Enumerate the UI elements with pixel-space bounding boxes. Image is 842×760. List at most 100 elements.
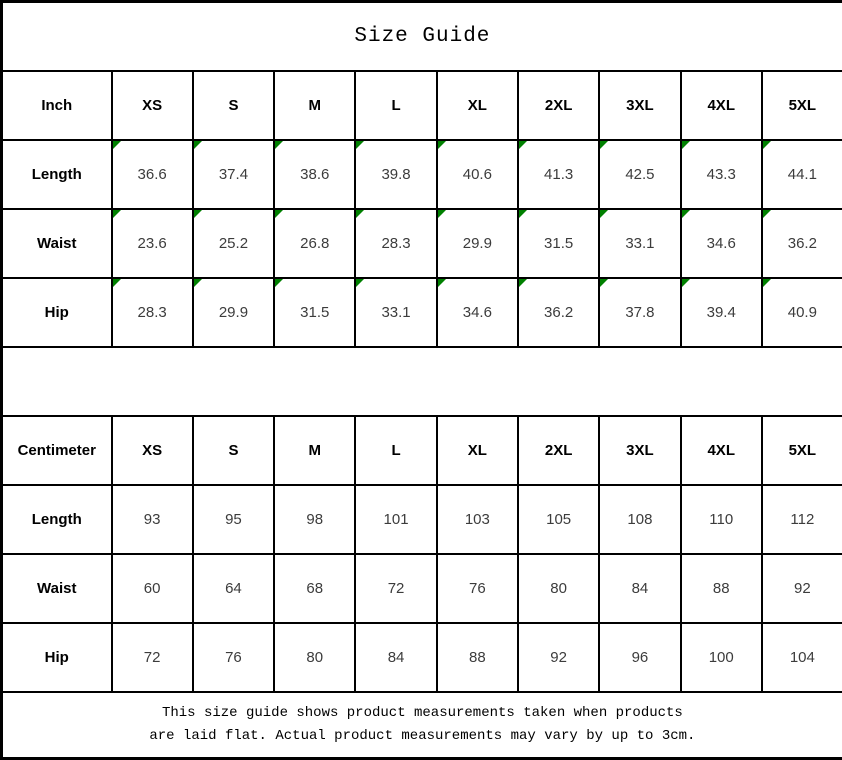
measurement-cell: 36.6 bbox=[110, 138, 194, 210]
table-row-inch-hip: Hip 28.3 29.9 31.5 33.1 34.6 36.2 37.8 3… bbox=[0, 276, 842, 348]
measurement-value: 40.6 bbox=[462, 165, 492, 183]
size-header-l: L bbox=[354, 69, 438, 141]
size-header-xl: XL bbox=[435, 69, 519, 141]
size-header-m: M bbox=[273, 414, 357, 486]
green-corner-flag-icon bbox=[113, 141, 121, 149]
green-corner-flag-icon bbox=[357, 141, 365, 149]
unit-header-inch: Inch bbox=[0, 69, 113, 141]
measurement-cell: 92 bbox=[516, 621, 601, 693]
measurement-cell: 95 bbox=[191, 483, 276, 555]
measurement-cell: 92 bbox=[760, 552, 842, 624]
spacer-cell bbox=[0, 345, 842, 417]
green-corner-flag-icon bbox=[682, 210, 690, 218]
measurement-cell: 72 bbox=[110, 621, 194, 693]
size-header-5xl: 5XL bbox=[760, 69, 842, 141]
green-corner-flag-icon bbox=[194, 210, 202, 218]
size-header-m: M bbox=[273, 69, 357, 141]
green-corner-flag-icon bbox=[276, 210, 284, 218]
measurement-cell: 42.5 bbox=[598, 138, 682, 210]
measurement-cell: 33.1 bbox=[354, 276, 438, 348]
measurement-value: 40.9 bbox=[787, 303, 817, 321]
measurement-cell: 110 bbox=[679, 483, 763, 555]
table-row-cm-length: Length 93 95 98 101 103 105 108 110 112 bbox=[0, 483, 842, 555]
green-corner-flag-icon bbox=[763, 210, 771, 218]
measurement-cell: 29.9 bbox=[191, 276, 276, 348]
green-corner-flag-icon bbox=[519, 210, 527, 218]
measurement-cell: 80 bbox=[516, 552, 601, 624]
inch-header-row: Inch XS S M L XL 2XL 3XL 4XL 5XL bbox=[0, 69, 842, 141]
measurement-value: 31.5 bbox=[300, 303, 330, 321]
size-header-3xl: 3XL bbox=[598, 414, 682, 486]
footer-note-line: This size guide shows product measuremen… bbox=[161, 704, 683, 721]
green-corner-flag-icon bbox=[194, 141, 202, 149]
measurement-cell: 25.2 bbox=[191, 207, 276, 279]
row-label: Length bbox=[0, 138, 113, 210]
row-label: Hip bbox=[0, 621, 113, 693]
measurement-value: 33.1 bbox=[381, 303, 411, 321]
measurement-cell: 39.8 bbox=[354, 138, 438, 210]
measurement-value: 26.8 bbox=[300, 234, 330, 252]
green-corner-flag-icon bbox=[276, 279, 284, 287]
size-header-xs: XS bbox=[110, 414, 194, 486]
measurement-value: 38.6 bbox=[300, 165, 330, 183]
measurement-value: 36.2 bbox=[544, 303, 574, 321]
size-header-5xl: 5XL bbox=[760, 414, 842, 486]
measurement-cell: 84 bbox=[354, 621, 438, 693]
measurement-cell: 43.3 bbox=[679, 138, 763, 210]
green-corner-flag-icon bbox=[682, 141, 690, 149]
measurement-cell: 100 bbox=[679, 621, 763, 693]
green-corner-flag-icon bbox=[601, 210, 609, 218]
row-label: Length bbox=[0, 483, 113, 555]
green-corner-flag-icon bbox=[357, 210, 365, 218]
measurement-cell: 96 bbox=[598, 621, 682, 693]
measurement-value: 29.9 bbox=[218, 303, 249, 321]
green-corner-flag-icon bbox=[438, 210, 446, 218]
row-label: Waist bbox=[0, 207, 113, 279]
measurement-cell: 38.6 bbox=[273, 138, 357, 210]
measurement-cell: 36.2 bbox=[760, 207, 842, 279]
measurement-cell: 40.9 bbox=[760, 276, 842, 348]
measurement-value: 39.4 bbox=[706, 303, 736, 321]
measurement-cell: 39.4 bbox=[679, 276, 763, 348]
measurement-value: 37.8 bbox=[625, 303, 655, 321]
measurement-cell: 104 bbox=[760, 621, 842, 693]
measurement-cell: 34.6 bbox=[679, 207, 763, 279]
measurement-cell: 88 bbox=[679, 552, 763, 624]
measurement-cell: 31.5 bbox=[516, 207, 601, 279]
green-corner-flag-icon bbox=[519, 141, 527, 149]
unit-header-centimeter: Centimeter bbox=[0, 414, 113, 486]
measurement-cell: 105 bbox=[516, 483, 601, 555]
measurement-value: 33.1 bbox=[625, 234, 655, 252]
size-header-2xl: 2XL bbox=[516, 414, 601, 486]
measurement-cell: 28.3 bbox=[110, 276, 194, 348]
table-row-cm-waist: Waist 60 64 68 72 76 80 84 88 92 bbox=[0, 552, 842, 624]
measurement-cell: 93 bbox=[110, 483, 194, 555]
measurement-cell: 88 bbox=[435, 621, 519, 693]
green-corner-flag-icon bbox=[276, 141, 284, 149]
row-label: Hip bbox=[0, 276, 113, 348]
measurement-value: 36.6 bbox=[137, 165, 167, 183]
size-header-xl: XL bbox=[435, 414, 519, 486]
measurement-value: 31.5 bbox=[544, 234, 574, 252]
green-corner-flag-icon bbox=[438, 279, 446, 287]
green-corner-flag-icon bbox=[113, 279, 121, 287]
measurement-cell: 76 bbox=[191, 621, 276, 693]
table-row-cm-hip: Hip 72 76 80 84 88 92 96 100 104 bbox=[0, 621, 842, 693]
green-corner-flag-icon bbox=[357, 279, 365, 287]
footer-note: This size guide shows product measuremen… bbox=[0, 690, 842, 760]
measurement-cell: 60 bbox=[110, 552, 194, 624]
size-header-4xl: 4XL bbox=[679, 414, 763, 486]
measurement-cell: 29.9 bbox=[435, 207, 519, 279]
measurement-cell: 41.3 bbox=[516, 138, 601, 210]
size-header-3xl: 3XL bbox=[598, 69, 682, 141]
measurement-value: 42.5 bbox=[625, 165, 655, 183]
green-corner-flag-icon bbox=[601, 141, 609, 149]
measurement-value: 39.8 bbox=[381, 165, 411, 183]
measurement-cell: 76 bbox=[435, 552, 519, 624]
measurement-value: 36.2 bbox=[787, 234, 817, 252]
green-corner-flag-icon bbox=[519, 279, 527, 287]
measurement-cell: 108 bbox=[598, 483, 682, 555]
measurement-cell: 101 bbox=[354, 483, 438, 555]
